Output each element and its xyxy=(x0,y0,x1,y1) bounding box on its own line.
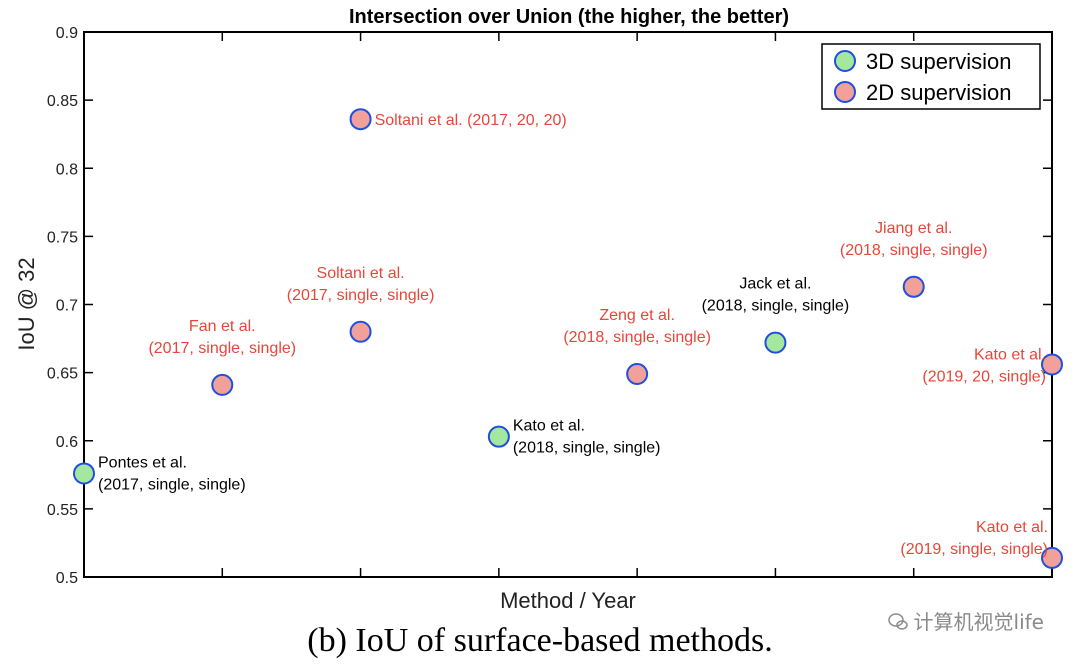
data-point xyxy=(1041,546,1063,569)
data-label: (2018, single, single) xyxy=(702,298,850,315)
data-label: Kato et al. xyxy=(513,418,585,435)
legend-marker xyxy=(834,50,856,72)
data-label: (2019, 20, single) xyxy=(922,368,1046,385)
data-label: Fan et al. xyxy=(189,318,256,335)
data-label: Kato et al. xyxy=(974,346,1046,363)
data-label: (2017, single, single) xyxy=(287,287,435,304)
data-label: Pontes et al. xyxy=(98,454,187,471)
y-tick-label: 0.55 xyxy=(47,502,78,519)
y-tick-label: 0.65 xyxy=(47,366,78,383)
data-point xyxy=(764,331,787,354)
data-label: (2018, single, single) xyxy=(513,440,661,457)
data-point xyxy=(1041,353,1063,376)
data-points: Pontes et al. (2017, single, single) Fan e… xyxy=(73,108,1063,569)
data-point xyxy=(73,462,95,485)
data-label: Kato et al. xyxy=(976,519,1048,536)
x-axis xyxy=(221,32,915,577)
figure-caption: (b) IoU of surface-based methods. xyxy=(307,622,773,659)
watermark: 计算机视觉life xyxy=(887,606,1044,635)
data-label: Soltani et al. xyxy=(317,265,405,282)
data-label: (2017, single, single) xyxy=(148,340,296,357)
plot-area xyxy=(83,31,1053,578)
y-tick-label: 0.8 xyxy=(56,161,78,178)
data-label: Jiang et al. xyxy=(875,220,952,237)
y-tick-label: 0.7 xyxy=(56,298,78,315)
data-label: (2017, single, single) xyxy=(98,476,246,493)
watermark-text: 计算机视觉life xyxy=(913,610,1044,634)
y-axis-label: IoU @ 32 xyxy=(14,257,39,350)
chat-bubble-icon xyxy=(887,613,908,630)
y-tick-label: 0.6 xyxy=(56,434,78,451)
data-point xyxy=(211,373,234,396)
y-tick-label: 0.9 xyxy=(56,25,78,42)
y-tick-label: 0.75 xyxy=(47,229,78,246)
x-axis-label: Method / Year xyxy=(500,588,636,613)
data-label: (2018, single, single) xyxy=(840,242,988,259)
y-tick-label: 0.85 xyxy=(47,93,78,110)
legend-marker xyxy=(834,81,856,103)
legend-label: 2D supervision xyxy=(866,80,1012,105)
legend-label: 3D supervision xyxy=(866,49,1012,74)
data-point xyxy=(626,362,649,385)
y-tick-label: 0.5 xyxy=(56,570,78,587)
data-point xyxy=(349,108,372,131)
data-label: Zeng et al. xyxy=(599,307,675,324)
legend: 3D supervision 2D supervision xyxy=(821,43,1041,110)
data-point xyxy=(349,320,372,343)
data-label: (2019, single, single) xyxy=(900,541,1048,558)
data-label: (2018, single, single) xyxy=(563,329,711,346)
data-point xyxy=(902,275,925,298)
data-label: Soltani et al. (2017, 20, 20) xyxy=(375,112,567,129)
legend-box xyxy=(821,43,1041,110)
data-point xyxy=(487,425,510,448)
data-label: Jack et al. xyxy=(739,276,811,293)
chart-title: Intersection over Union (the higher, the… xyxy=(349,6,789,28)
